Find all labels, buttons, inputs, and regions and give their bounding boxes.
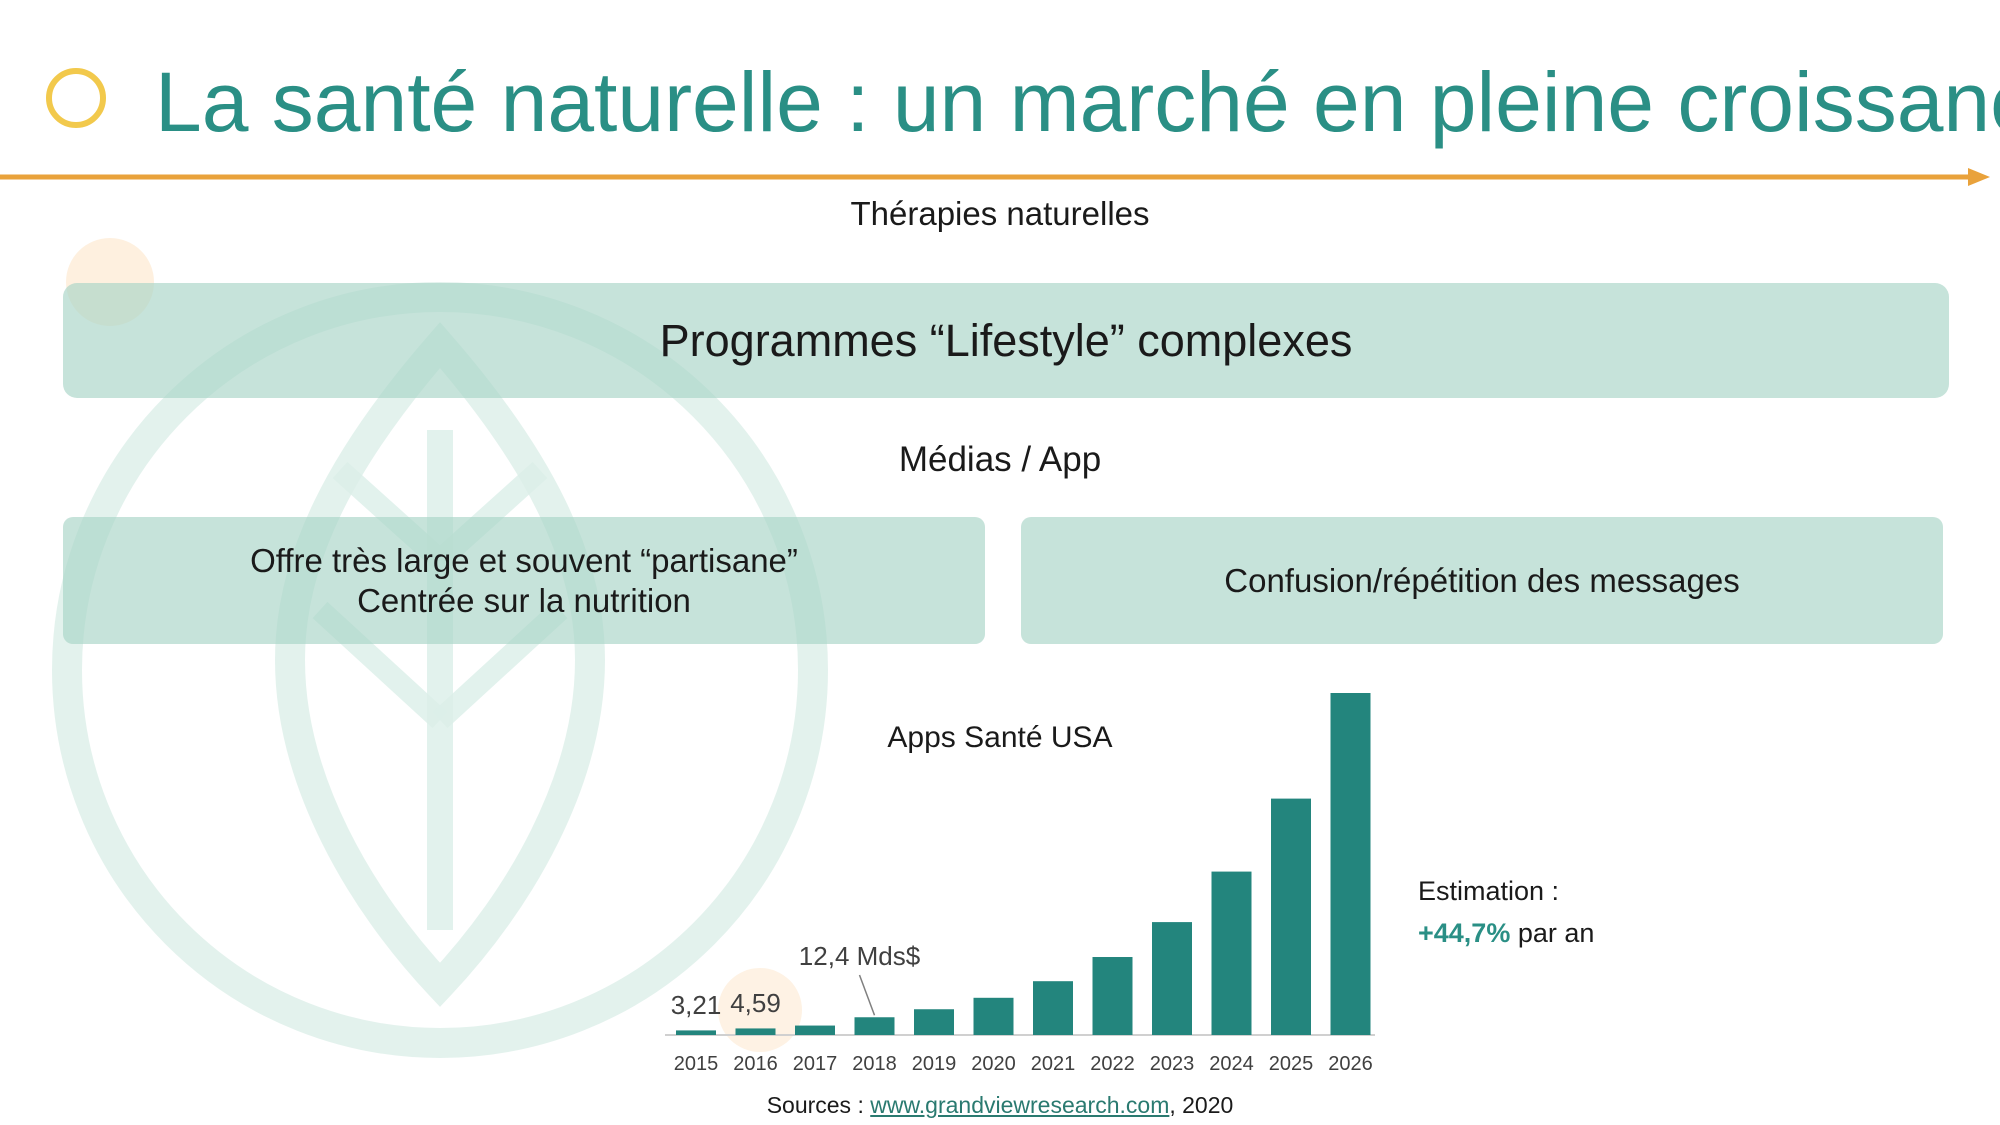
growth-estimate: Estimation : +44,7% par an [1418, 870, 1594, 954]
bar-2016 [735, 1028, 776, 1035]
bar-2018 [854, 1017, 895, 1035]
x-tick-label: 2023 [1150, 1053, 1195, 1075]
slide-title: La santé naturelle : un marché en pleine… [155, 55, 2000, 149]
x-tick-label: 2025 [1269, 1053, 1314, 1075]
x-tick-label: 2020 [971, 1053, 1016, 1075]
x-tick-label: 2024 [1209, 1053, 1254, 1075]
bar-2025 [1271, 798, 1311, 1035]
lifestyle-programs-box: Programmes “Lifestyle” complexes [63, 283, 1949, 398]
data-label-2015: 3,21 [671, 990, 722, 1020]
arrow-head-icon [1968, 168, 1990, 186]
title-arrow-rule [0, 168, 1990, 186]
estimate-percentage: +44,7% [1418, 918, 1511, 948]
confusion-box: Confusion/répétition des messages [1021, 517, 1943, 644]
bar-2023 [1152, 922, 1192, 1035]
bar-2022 [1092, 957, 1133, 1035]
medias-app-label: Médias / App [898, 440, 1102, 479]
bar-2024 [1211, 871, 1252, 1035]
lifestyle-programs-text: Programmes “Lifestyle” complexes [659, 314, 1353, 366]
bar-2020 [973, 997, 1014, 1035]
x-tick-label: 2015 [674, 1053, 719, 1075]
x-tick-label: 2026 [1328, 1053, 1373, 1075]
offer-box: Offre très large et souvent “partisane” … [63, 517, 985, 644]
estimate-value-line: +44,7% par an [1418, 912, 1594, 954]
bar-2021 [1033, 981, 1073, 1035]
data-label-leader-line [858, 974, 876, 1016]
x-tick-label: 2019 [912, 1053, 957, 1075]
therapies-label: Thérapies naturelles [850, 195, 1150, 232]
estimate-suffix: par an [1517, 918, 1595, 948]
confusion-text: Confusion/répétition des messages [1224, 561, 1740, 599]
bar-2015 [676, 1030, 716, 1035]
sources-line: Sources : www.grandviewresearch.com, 202… [0, 1092, 2000, 1119]
chart-title: Apps Santé USA [887, 721, 1112, 754]
sources-link[interactable]: www.grandviewresearch.com [870, 1092, 1170, 1118]
x-tick-label: 2017 [793, 1053, 838, 1075]
bar-2017 [795, 1025, 835, 1035]
offer-line-2: Centrée sur la nutrition [357, 581, 691, 619]
bar-2019 [914, 1009, 954, 1035]
data-label-2018: 12,4 Mds$ [799, 941, 921, 971]
x-tick-label: 2018 [852, 1053, 897, 1075]
data-label-2016: 4,59 [730, 988, 781, 1018]
x-tick-label: 2021 [1031, 1053, 1076, 1075]
bar-2026 [1330, 693, 1371, 1035]
estimate-label: Estimation : [1418, 876, 1560, 906]
title-bullet-circle-icon [46, 68, 106, 128]
offer-line-1: Offre très large et souvent “partisane” [250, 541, 798, 579]
sources-year: , 2020 [1169, 1092, 1234, 1118]
x-tick-label: 2022 [1090, 1053, 1135, 1075]
x-tick-label: 2016 [733, 1053, 778, 1075]
sources-prefix: Sources : [766, 1092, 864, 1118]
